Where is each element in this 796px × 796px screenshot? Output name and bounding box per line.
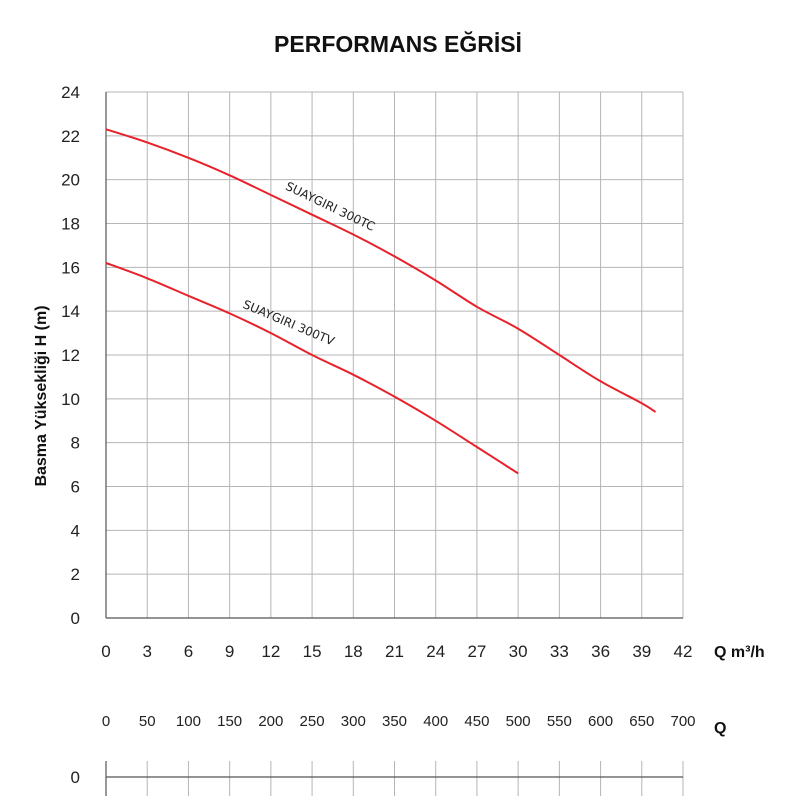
y-tick-label: 8 [71, 434, 80, 453]
y-tick-label: 20 [61, 171, 80, 190]
secondary-tick-label: 400 [423, 713, 448, 730]
secondary-y-tick-label: 0 [71, 768, 80, 787]
secondary-tick-label: 600 [588, 713, 613, 730]
y-tick-label: 14 [61, 302, 80, 321]
series-line-2 [105, 262, 519, 475]
y-tick-label: 2 [71, 565, 80, 584]
y-tick-label: 18 [61, 215, 80, 234]
secondary-tick-label: 300 [341, 713, 366, 730]
x-axis-label: Q m³/h [714, 644, 765, 661]
secondary-tick-label: 0 [102, 713, 110, 730]
secondary-tick-label: 50 [139, 713, 156, 730]
x-tick-label: 27 [467, 642, 486, 661]
secondary-tick-label: 550 [547, 713, 572, 730]
x-tick-label: 33 [550, 642, 569, 661]
y-tick-label: 22 [61, 127, 80, 146]
x-tick-label: 39 [632, 642, 651, 661]
secondary-tick-label: 500 [506, 713, 531, 730]
secondary-axis-label: Q [714, 720, 726, 737]
y-axis-label: Basma Yüksekliği H (m) [33, 305, 50, 486]
chart-title: PERFORMANS EĞRİSİ [274, 30, 522, 57]
x-tick-label: 9 [225, 642, 234, 661]
series-line-1 [105, 128, 657, 413]
series-label-2: SUAYGIRI 300TV [241, 297, 337, 348]
x-tick-label: 18 [344, 642, 363, 661]
secondary-tick-label: 450 [464, 713, 489, 730]
x-tick-label: 21 [385, 642, 404, 661]
secondary-tick-label: 200 [258, 713, 283, 730]
x-tick-label: 3 [142, 642, 151, 661]
secondary-tick-label: 350 [382, 713, 407, 730]
x-axis-ticks: 0 3 6 9 12 15 18 21 24 27 30 33 36 39 42 [101, 642, 692, 661]
secondary-tick-label: 650 [629, 713, 654, 730]
y-tick-label: 4 [71, 521, 80, 540]
x-tick-label: 30 [509, 642, 528, 661]
series-label-1: SUAYGIRI 300TC [283, 179, 377, 234]
x-tick-label: 15 [303, 642, 322, 661]
y-tick-label: 6 [71, 478, 80, 497]
secondary-tick-label: 150 [217, 713, 242, 730]
y-tick-label: 16 [61, 258, 80, 277]
x-tick-label: 36 [591, 642, 610, 661]
grid [105, 91, 684, 619]
y-tick-label: 0 [71, 609, 80, 628]
x-tick-label: 0 [101, 642, 110, 661]
y-tick-label: 12 [61, 346, 80, 365]
secondary-tick-label: 100 [176, 713, 201, 730]
secondary-tick-label: 700 [670, 713, 695, 730]
secondary-axis: 0 50 100 150 200 250 300 350 400 450 500 550 600 650 7… [71, 713, 696, 796]
x-tick-label: 6 [184, 642, 193, 661]
x-tick-label: 24 [426, 642, 445, 661]
x-tick-label: 12 [261, 642, 280, 661]
y-tick-label: 10 [61, 390, 80, 409]
secondary-tick-label: 250 [300, 713, 325, 730]
x-tick-label: 42 [674, 642, 693, 661]
y-tick-label: 24 [61, 83, 80, 102]
